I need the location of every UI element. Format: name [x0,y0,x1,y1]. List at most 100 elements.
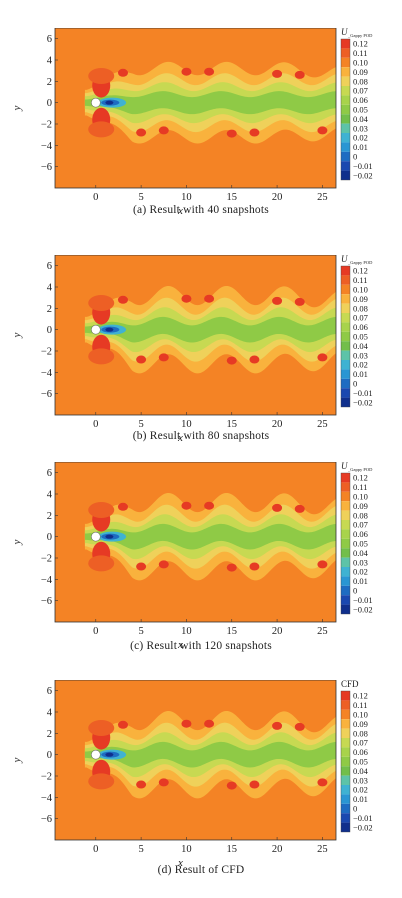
colorbar-swatch [341,133,350,143]
colorbar-swatch [341,350,350,360]
vortex-core-6 [136,128,147,137]
vortex-core-7 [181,719,192,728]
vortex-core-9 [272,69,283,78]
y-tick-label: −2 [41,772,52,783]
vortex-core-4 [249,780,260,789]
x-tick-label: 20 [272,844,283,855]
colorbar-level-label: 0.01 [353,369,368,379]
colorbar-subtitle: _Gappy POD [347,467,373,472]
colorbar-swatch [341,538,350,549]
vortex-core-5 [294,70,305,79]
y-tick-label: 6 [47,34,52,45]
colorbar-level-label: 0.07 [353,313,368,323]
vortex-core-7 [181,294,192,303]
colorbar-level-label: 0.08 [353,303,368,313]
colorbar-swatch [341,691,350,701]
colorbar-subtitle: _Gappy POD [347,33,373,38]
colorbar-swatch [341,585,350,596]
y-tick-label: 6 [47,468,52,479]
vortex-core-9 [272,503,283,512]
colorbar-level-label: 0.09 [353,501,368,511]
colorbar-swatch [341,266,350,276]
colorbar-level-label: −0.01 [353,813,373,823]
vortex-core-3 [204,501,215,510]
colorbar-level-label: −0.01 [353,388,373,398]
x-tick-label: 10 [181,844,192,855]
cylinder [91,324,101,335]
colorbar-frame [340,472,351,615]
plot-frame [54,255,337,416]
vortex-core-7 [181,501,192,510]
vortex-core-10 [317,778,328,787]
colorbar-level-label: 0.11 [353,482,368,492]
vortex-core-9 [272,721,283,730]
panel-caption: (a) Result with 40 snapshots [133,204,269,216]
x-tick-label: 25 [317,844,328,855]
plot-frame [54,28,337,189]
y-tick-label: −6 [41,162,52,173]
colorbar-swatch [341,794,350,804]
orange-lobe-lower [88,555,115,572]
colorbar-swatch [341,709,350,720]
vortex-core-10 [317,126,328,135]
colorbar-frame [340,265,351,408]
vortex-core-3 [204,294,215,303]
colorbar-level-label: −0.02 [353,604,373,614]
colorbar-level-label: 0.03 [353,123,368,133]
colorbar-level-label: 0.10 [353,58,368,68]
y-axis-label: y [11,539,23,545]
colorbar-swatch [341,491,350,502]
colorbar-swatch [341,303,350,313]
x-axis-label: x [177,432,183,444]
colorbar-swatch [341,756,350,767]
x-tick-label: 15 [227,844,238,855]
x-tick-label: 5 [138,419,143,430]
vortex-core-6 [136,780,147,789]
colorbar-swatch [341,803,350,814]
colorbar-swatch [341,57,350,68]
y-tick-label: 2 [47,729,52,740]
y-tick-label: −2 [41,120,52,131]
recirc-dark [105,327,114,332]
colorbar-level-label: 0.03 [353,350,368,360]
orange-lobe-upper [88,295,115,311]
y-axis-label: y [11,332,23,338]
y-tick-label: 0 [47,98,52,109]
colorbar-level-label: 0.10 [353,710,368,720]
colorbar-swatch [341,747,350,757]
colorbar-level-label: 0.05 [353,539,368,549]
panel-caption: (d) Result of CFD [157,864,245,876]
vortex-core-3 [204,719,215,728]
colorbar-level-label: 0.09 [353,294,368,304]
colorbar-swatch [341,567,350,577]
vortex-core-4 [249,128,260,137]
colorbar-level-label: 0.03 [353,775,368,785]
colorbar-swatch [341,369,350,379]
colorbar-swatch [341,785,350,795]
orange-lobe-lower [88,773,115,790]
y-tick-label: 2 [47,77,52,88]
colorbar-swatch [341,388,350,398]
colorbar-level-label: 0.06 [353,95,368,105]
colorbar-swatch [341,548,350,558]
colorbar-level-label: 0.05 [353,105,368,115]
colorbar-level-label: 0.04 [353,766,369,776]
recirc-dark [105,752,114,757]
colorbar-swatch [341,67,350,77]
colorbar-level-label: 0 [353,586,357,596]
wake-band-green [84,741,336,768]
orange-lobe-upper [88,68,115,84]
y-axis-label: y [11,757,23,763]
colorbar-swatch [341,738,350,748]
colorbar-level-label: 0.12 [353,266,368,276]
vortex-core-7 [181,67,192,76]
x-tick-label: 0 [93,626,98,637]
colorbar-level-label: −0.02 [353,170,373,180]
y-tick-label: −6 [41,814,52,825]
vortex-core-9 [272,296,283,305]
colorbar-level-label: −0.01 [353,595,373,605]
y-tick-label: −4 [41,368,53,379]
x-tick-label: 25 [317,626,328,637]
